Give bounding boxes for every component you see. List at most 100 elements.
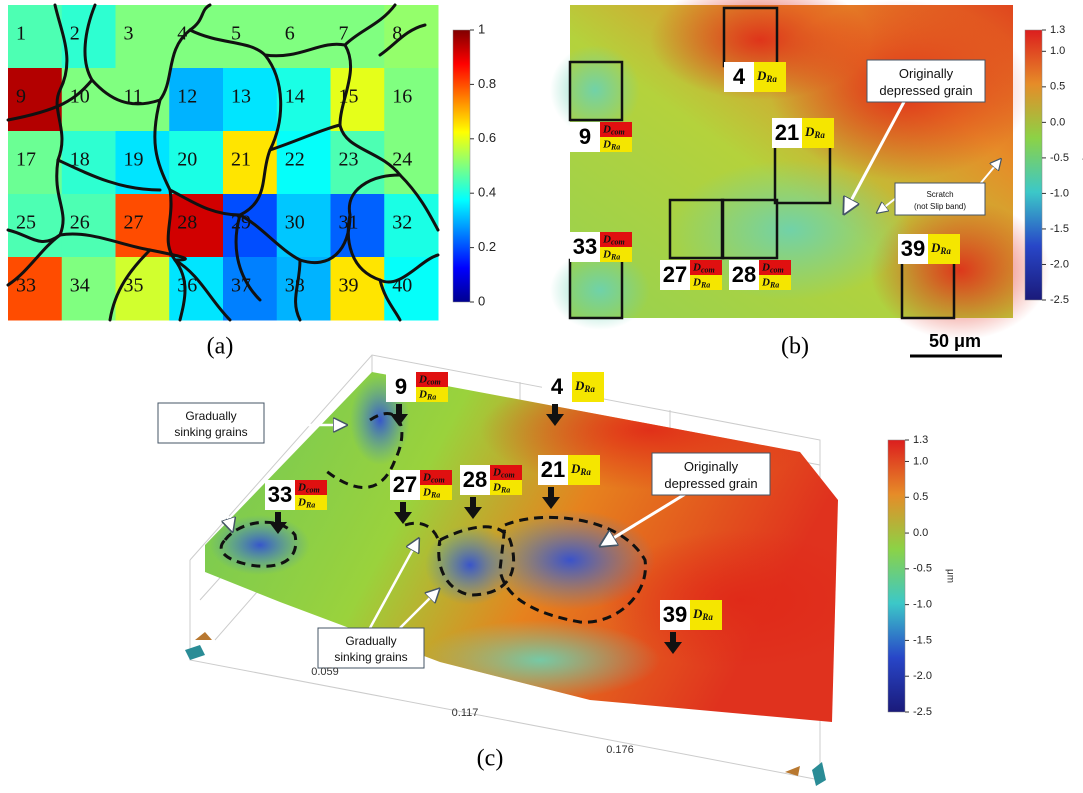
grain-badge-number: 4 — [733, 64, 746, 89]
panel-label: (a) — [207, 334, 234, 360]
symbol: D — [930, 240, 941, 255]
grain-number: 26 — [70, 212, 90, 234]
subscript: com — [611, 127, 625, 136]
grain-number: 25 — [16, 212, 36, 234]
grain-number: 38 — [285, 275, 305, 297]
grain-number: 24 — [392, 149, 412, 171]
symbol: D — [602, 123, 611, 135]
grain-number: 6 — [285, 23, 295, 45]
colorbar — [453, 30, 470, 302]
colorbar-tick-label: -1.0 — [1050, 187, 1069, 199]
grain-number: 12 — [177, 86, 197, 108]
colorbar-tick-label: -2.5 — [1050, 294, 1069, 306]
callout-arrow — [205, 445, 232, 530]
subscript: com — [501, 470, 515, 479]
surface-map-b — [550, 0, 1050, 340]
subscript: Ra — [610, 252, 620, 261]
grain-badge-number: 9 — [395, 374, 407, 399]
callout-text: Originally — [684, 459, 739, 474]
symbol: D — [297, 496, 306, 508]
subscript: Ra — [305, 500, 315, 509]
axis-tick-label: 0.117 — [452, 707, 479, 719]
symbol: D — [418, 388, 427, 400]
grain-number: 20 — [177, 149, 197, 171]
grain-number: 10 — [70, 86, 90, 108]
colorbar — [1025, 30, 1042, 300]
grain-number: 22 — [285, 149, 305, 171]
colorbar-tick-label: 0.6 — [478, 130, 496, 145]
subscript: Ra — [579, 467, 591, 477]
colorbar-tick-label: 0 — [478, 293, 485, 308]
symbol: D — [602, 138, 611, 150]
symbol: D — [761, 261, 770, 273]
colorbar-unit: μm — [944, 569, 955, 583]
axis-tick-label: 0.059 — [311, 666, 339, 678]
subscript: Ra — [765, 74, 777, 84]
colorbar-tick-label: -2.5 — [913, 706, 932, 718]
grain-badge-number: 33 — [573, 234, 597, 259]
grain-number: 32 — [392, 212, 412, 234]
colorbar-tick-label: -0.5 — [913, 563, 932, 575]
grain-number: 1 — [16, 23, 26, 45]
callout-text: sinking grains — [174, 425, 247, 439]
colorbar-tick-label: 0.4 — [478, 185, 496, 200]
callout-text: (not Slip band) — [914, 202, 966, 211]
callout-text: Scratch — [926, 190, 953, 199]
panel-label: (b) — [781, 334, 809, 360]
grain-badge-number: 27 — [393, 472, 417, 497]
grain-number: 29 — [231, 212, 251, 234]
subscript: com — [611, 237, 625, 246]
grain-number: 33 — [16, 275, 36, 297]
symbol: D — [422, 471, 431, 483]
subscript: Ra — [700, 280, 710, 289]
colorbar-tick-label: 0.5 — [913, 491, 928, 503]
grain-number: 28 — [177, 212, 197, 234]
symbol: D — [422, 486, 431, 498]
subscript: com — [770, 265, 784, 274]
colorbar — [888, 440, 905, 712]
grain-badge-number: 28 — [732, 262, 756, 287]
callout-text: depressed grain — [879, 83, 972, 98]
grain-number: 4 — [177, 23, 187, 45]
grain-number: 35 — [124, 275, 144, 297]
symbol: D — [756, 68, 767, 83]
grain-number: 31 — [339, 212, 359, 234]
callout-text: Gradually — [185, 409, 236, 423]
grain-number: 16 — [392, 86, 412, 108]
grain-number: 40 — [392, 275, 412, 297]
callout-text: sinking grains — [334, 650, 407, 664]
panel-label: (c) — [477, 746, 504, 772]
colorbar-tick-label: 0.5 — [1050, 81, 1065, 93]
symbol: D — [492, 466, 501, 478]
colorbar-tick-label: -2.0 — [1050, 258, 1069, 270]
grain-badge-number: 39 — [663, 602, 687, 627]
grain-number: 15 — [339, 86, 359, 108]
colorbar-tick-label: 1.0 — [913, 455, 928, 467]
symbol: D — [692, 261, 701, 273]
subscript: Ra — [813, 130, 825, 140]
grain-number: 30 — [285, 212, 305, 234]
subscript: Ra — [769, 280, 779, 289]
symbol: D — [761, 276, 770, 288]
symbol: D — [418, 373, 427, 385]
grain-badge-number: 9 — [579, 124, 591, 149]
grain-number: 14 — [285, 86, 305, 108]
symbol: D — [570, 461, 581, 476]
grain-number: 9 — [16, 86, 26, 108]
subscript: Ra — [939, 246, 951, 256]
colorbar-tick-label: 1.0 — [1050, 45, 1065, 57]
symbol: D — [692, 606, 703, 621]
symbol: D — [297, 481, 306, 493]
callout-text: Originally — [899, 66, 954, 81]
grain-number: 27 — [124, 212, 144, 234]
grain-badge-number: 27 — [663, 262, 687, 287]
grain-number: 34 — [70, 275, 90, 297]
colorbar-tick-label: 0.8 — [478, 76, 496, 91]
subscript: com — [306, 485, 320, 494]
subscript: Ra — [701, 612, 713, 622]
callout-text: depressed grain — [664, 476, 757, 491]
symbol: D — [602, 248, 611, 260]
grain-number: 37 — [231, 275, 251, 297]
callout-text: Gradually — [345, 634, 396, 648]
grain-number: 5 — [231, 23, 241, 45]
